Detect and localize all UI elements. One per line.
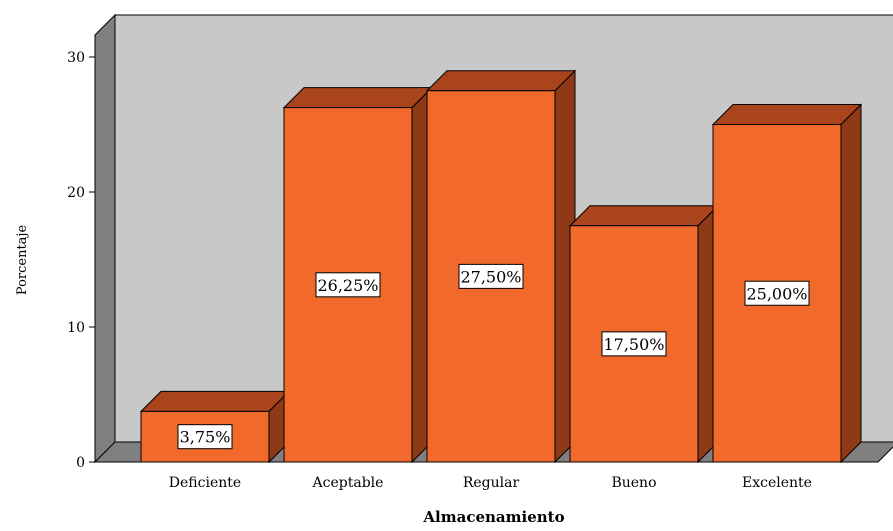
bar-top (425, 70, 577, 92)
y-tick-label: 10 (67, 320, 85, 336)
bar-side (840, 103, 862, 464)
x-tick-label: Aceptable (312, 475, 384, 491)
data-label: 3,75% (177, 424, 233, 450)
data-label: 17,50% (601, 331, 667, 357)
data-label: 25,00% (744, 280, 810, 306)
y-axis-title: Porcentaje (15, 225, 30, 296)
data-label-box (315, 272, 381, 298)
y-axis: 0 10 20 30 (67, 50, 96, 471)
x-tick-label: Regular (463, 475, 520, 491)
data-label-text: 17,50% (603, 335, 664, 354)
bars-group: 3,75% 26,25% 27,50% 17,50% 25,00% (139, 69, 863, 464)
x-axis: Deficiente Aceptable Regular Bueno Excelente (169, 475, 812, 491)
y-tick-label: 30 (67, 50, 85, 66)
bar-top (568, 205, 720, 227)
data-label-text: 27,50% (460, 267, 521, 286)
x-axis-title: Almacenamiento (422, 508, 564, 526)
x-tick-label: Bueno (611, 475, 656, 491)
data-label-box (458, 263, 524, 289)
bar-top (282, 87, 434, 109)
bar-top (139, 390, 291, 412)
bar-bueno: 17,50% (568, 204, 720, 464)
x-tick-label: Excelente (742, 475, 812, 491)
data-label-text: 26,25% (317, 276, 378, 295)
chart-side-wall (94, 13, 116, 464)
data-label-text: 25,00% (746, 284, 807, 303)
bar-top (711, 104, 863, 125)
data-label: 26,25% (315, 272, 381, 298)
x-tick-label: Deficiente (169, 475, 241, 491)
data-label-text: 3,75% (180, 428, 231, 447)
bar-deficiente: 3,75% (139, 390, 291, 464)
data-label-box (601, 331, 667, 357)
bar-regular: 27,50% (425, 69, 577, 464)
data-label: 27,50% (458, 263, 524, 289)
data-label-box (744, 280, 810, 306)
y-tick-label: 0 (76, 455, 85, 471)
data-label-box (177, 424, 233, 450)
bar-aceptable: 26,25% (282, 86, 434, 464)
bar-excelente: 25,00% (711, 103, 863, 464)
y-tick-label: 20 (67, 185, 85, 201)
